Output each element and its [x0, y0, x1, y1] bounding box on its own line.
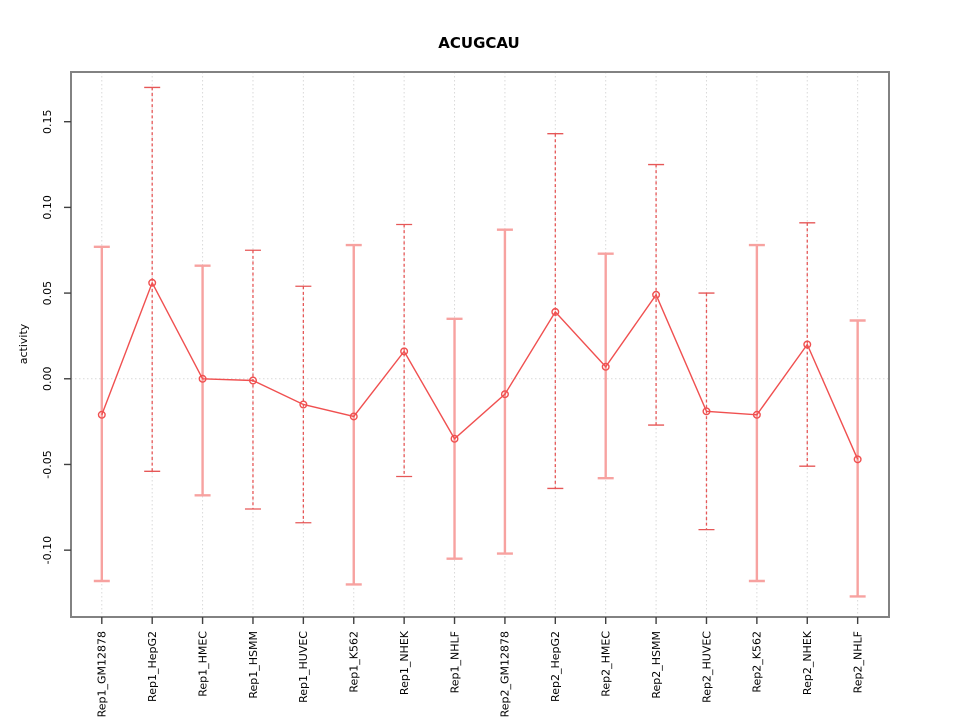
mean-point: [148, 278, 157, 287]
mean-line: [101, 281, 859, 460]
mean-point: [500, 390, 509, 399]
mean-point: [248, 376, 257, 385]
mean-point: [97, 410, 106, 419]
mean-point: [450, 434, 459, 443]
x-tick-label: Rep2_NHEK: [801, 630, 814, 695]
x-tick-label: Rep1_HUVEC: [297, 631, 310, 703]
mean-point: [551, 307, 560, 316]
mean-point: [853, 455, 862, 464]
mean-point: [400, 347, 409, 356]
x-tick-label: Rep1_HepG2: [146, 631, 159, 702]
x-tick-label: Rep1_K562: [348, 631, 361, 693]
chart-title: ACUGCAU: [438, 34, 519, 52]
plot-border: [70, 71, 890, 618]
x-tick-label: Rep2_HepG2: [549, 631, 562, 702]
y-tick-label: 0.05: [41, 281, 54, 306]
x-tick-label: Rep1_GM12878: [96, 631, 109, 717]
mean-point: [803, 340, 812, 349]
x-tick-label: Rep2_HUVEC: [700, 631, 713, 703]
y-tick-label: -0.10: [41, 536, 54, 564]
x-tick-label: Rep1_NHEK: [398, 630, 411, 695]
y-tick-label: 0.15: [41, 109, 54, 134]
x-tick-label: Rep1_NHLF: [448, 631, 461, 693]
mean-point: [752, 410, 761, 419]
x-tick-label: Rep1_HMEC: [196, 631, 209, 697]
x-tick-label: Rep2_HSMM: [650, 631, 663, 699]
x-tick-label: Rep2_HMEC: [600, 631, 613, 697]
mean-point: [349, 412, 358, 421]
y-axis-label: activity: [17, 323, 30, 364]
x-tick-label: Rep1_HSMM: [247, 631, 260, 699]
y-tick-label: -0.05: [41, 450, 54, 478]
mean-point: [299, 400, 308, 409]
x-tick-label: Rep2_NHLF: [851, 631, 864, 693]
mean-point: [702, 407, 711, 416]
mean-point: [601, 362, 610, 371]
x-tick-label: Rep2_GM12878: [499, 631, 512, 717]
y-tick-label: 0.00: [41, 367, 54, 392]
mean-point: [198, 374, 207, 383]
y-tick-label: 0.10: [41, 195, 54, 220]
mean-point: [652, 290, 661, 299]
x-tick-label: Rep2_K562: [751, 631, 764, 693]
